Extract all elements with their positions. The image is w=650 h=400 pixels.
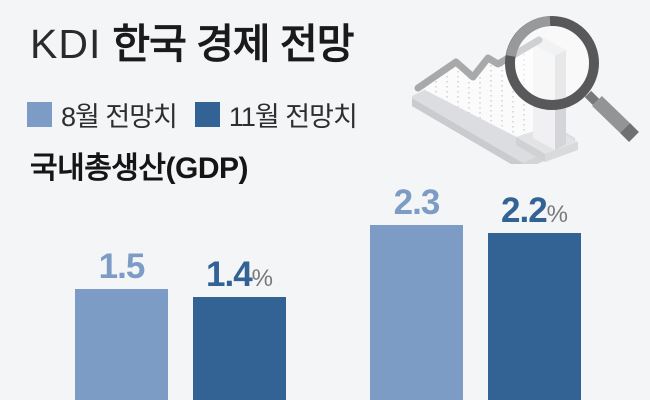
bar-value-label: 2.2%: [501, 193, 568, 228]
legend-label-august: 8월 전망치: [61, 102, 178, 132]
bar-group1-november: 1.4%: [193, 257, 286, 400]
bar-november-group2: [488, 233, 581, 400]
magnifier-ring-highlight: [506, 16, 551, 58]
chart-legend: 8월 전망치 11월 전망치: [27, 95, 358, 134]
magnifier-ring: [505, 16, 599, 110]
trend-line-icon: [414, 36, 543, 92]
bar-value-unit: %: [546, 201, 568, 228]
magnifier-handle-neck: [584, 90, 600, 106]
bar-value: 2.2: [501, 191, 548, 230]
bar-value-unit: %: [251, 265, 273, 292]
bar-november-group1: [193, 297, 286, 400]
title-main: 한국 경제 전망: [112, 21, 354, 67]
magnifier-lens: [514, 25, 590, 101]
bar-group1-august: 1.5: [75, 249, 168, 400]
magnifier-handle-tip: [620, 123, 639, 142]
section-title-gdp: 국내총생산(GDP): [30, 152, 249, 185]
magnifier-icon: [505, 16, 639, 142]
title-prefix: KDI: [30, 21, 102, 67]
bar-value-label: 1.4%: [206, 257, 273, 292]
bar-value: 1.4: [206, 255, 253, 294]
bar-value: 2.3: [393, 183, 441, 222]
bar-value-label: 1.5: [98, 247, 146, 286]
page-title: KDI 한국 경제 전망: [30, 21, 354, 67]
magnifier-handle: [592, 95, 630, 134]
growth-chart-illustration: [412, 16, 639, 164]
legend-swatch-august: [27, 102, 52, 127]
bar-value: 1.5: [98, 247, 146, 286]
bar-value-label: 2.3: [393, 183, 441, 222]
bar-group2-august: 2.3: [370, 185, 463, 400]
legend-swatch-november: [194, 102, 220, 127]
bar-august-group1: [75, 289, 168, 400]
legend-label-november: 11월 전망치: [228, 102, 358, 132]
bar-group2-november: 2.2%: [488, 193, 581, 400]
legend-item-november: 11월 전망치: [194, 95, 358, 134]
legend-item-august: 8월 전망치: [27, 95, 178, 134]
bar-august-group2: [370, 225, 463, 400]
